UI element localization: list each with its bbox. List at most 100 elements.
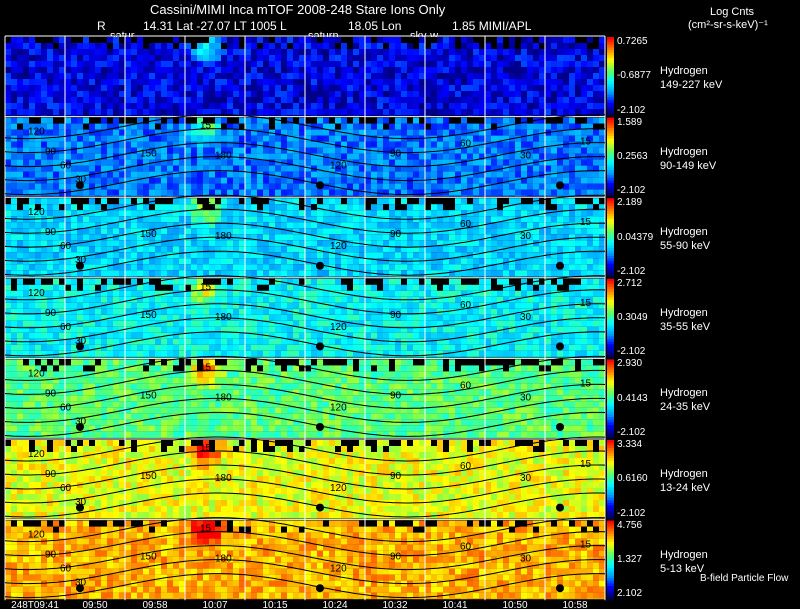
contour-label: 30 bbox=[75, 578, 87, 589]
contour-line bbox=[4, 411, 606, 437]
x-tick-label: 10:15 bbox=[262, 600, 287, 609]
colorbar-min: -2.102 bbox=[617, 346, 646, 358]
colorbar-min: 2.102 bbox=[617, 588, 643, 600]
contour-label: 120 bbox=[330, 241, 347, 252]
contour-label: 120 bbox=[28, 449, 45, 460]
colorbar-mid: 0.2563 bbox=[617, 150, 648, 162]
contour-label: 60 bbox=[60, 564, 72, 575]
planet-marker bbox=[76, 181, 84, 190]
contour-label: 120 bbox=[330, 322, 347, 333]
energy-label: 5-13 keV bbox=[660, 562, 705, 575]
contour-line bbox=[4, 531, 606, 557]
planet-marker bbox=[556, 342, 564, 351]
colorbar-mid: 0.6160 bbox=[617, 473, 648, 485]
contour-label: 15 bbox=[580, 378, 592, 389]
colorbar-max: 2.712 bbox=[617, 277, 643, 289]
energy-label: 13-24 keV bbox=[660, 482, 711, 494]
contour-label: 90 bbox=[45, 227, 57, 238]
colorbar-max: 4.756 bbox=[617, 519, 643, 531]
contour-line bbox=[4, 170, 606, 196]
contour-label: 150 bbox=[140, 229, 157, 240]
contour-label: 90 bbox=[45, 147, 57, 158]
contour-label: 180 bbox=[215, 312, 232, 323]
contour-label: 120 bbox=[28, 127, 45, 138]
contour-label: 180 bbox=[215, 392, 232, 403]
species-label: Hydrogen bbox=[660, 65, 708, 77]
contour-label: 120 bbox=[28, 288, 45, 299]
plot-title: Cassini/MIMI Inca mTOF 2008-248 Stare Io… bbox=[150, 2, 446, 17]
contour-line bbox=[4, 275, 606, 301]
contour-label: 15 bbox=[200, 282, 212, 293]
colorbar-max: 0.7265 bbox=[617, 36, 648, 47]
species-label: Hydrogen bbox=[660, 226, 708, 239]
contour-label: 120 bbox=[28, 207, 45, 218]
colorbar-mid: 1.327 bbox=[617, 553, 643, 565]
colorbar-3 bbox=[607, 198, 614, 278]
x-tick-label: 10:50 bbox=[502, 600, 527, 609]
colorbar-max: 2.189 bbox=[617, 197, 643, 209]
x-tick-label: 10:07 bbox=[202, 600, 227, 609]
contour-label: 15 bbox=[200, 362, 212, 373]
contour-label: 180 bbox=[215, 231, 232, 242]
contour-label: 15 bbox=[580, 217, 592, 228]
energy-label: 24-35 keV bbox=[660, 401, 711, 414]
species-label: Hydrogen bbox=[660, 387, 708, 400]
contour-label: 120 bbox=[330, 483, 347, 494]
colorbar-1 bbox=[607, 37, 614, 117]
contour-label: 60 bbox=[60, 402, 72, 413]
contour-line bbox=[4, 222, 606, 248]
contour-label: 90 bbox=[390, 229, 402, 240]
contour-line bbox=[4, 355, 606, 381]
contour-line bbox=[4, 331, 606, 357]
planet-marker bbox=[556, 181, 564, 190]
units-title: Log Cnts bbox=[710, 6, 755, 18]
x-tick-label: 248T09:41 bbox=[11, 600, 59, 609]
contour-label: 90 bbox=[390, 552, 402, 563]
contour-label: 30 bbox=[75, 497, 87, 508]
apl-label: 1.85 MIMI/APL bbox=[452, 19, 532, 33]
contour-line bbox=[4, 128, 606, 154]
contour-label: 180 bbox=[215, 554, 232, 565]
contour-label: 180 bbox=[215, 151, 232, 162]
colorbar-5 bbox=[607, 359, 614, 439]
contour-label: 30 bbox=[520, 473, 532, 484]
planet-marker bbox=[556, 503, 564, 512]
x-tick-label: 09:50 bbox=[82, 600, 107, 609]
contour-label: 15 bbox=[580, 298, 592, 309]
contour-line bbox=[4, 194, 606, 220]
contour-line bbox=[4, 156, 606, 182]
planet-marker bbox=[316, 261, 324, 270]
x-tick-label: 09:58 bbox=[142, 600, 167, 609]
contour-line bbox=[4, 383, 606, 409]
colorbar-min: -2.102 bbox=[617, 507, 646, 519]
planet-marker bbox=[76, 423, 84, 431]
colorbar-7 bbox=[607, 520, 614, 600]
contour-label: 120 bbox=[330, 402, 347, 413]
contour-label: 90 bbox=[390, 471, 402, 482]
colorbar-mid: -0.6877 bbox=[617, 70, 651, 82]
contour-label: 60 bbox=[60, 241, 72, 252]
contour-label: 30 bbox=[75, 416, 87, 427]
contour-label: 180 bbox=[215, 473, 232, 484]
contour-label: 60 bbox=[460, 219, 472, 230]
contour-line bbox=[4, 114, 606, 140]
energy-label: 55-90 keV bbox=[660, 240, 711, 253]
contour-label: 90 bbox=[45, 469, 57, 480]
contour-line bbox=[4, 317, 606, 343]
energy-label: 35-55 keV bbox=[660, 320, 711, 333]
overlay-label-saturn: saturn bbox=[308, 30, 339, 42]
contour-line bbox=[4, 478, 606, 504]
species-label: Hydrogen bbox=[660, 306, 708, 319]
contour-line bbox=[4, 464, 606, 490]
planet-marker bbox=[316, 584, 324, 593]
contour-label: 120 bbox=[330, 161, 347, 172]
contour-label: 15 bbox=[200, 524, 212, 535]
units-sub: (cm²-sr-s-keV)⁻¹ bbox=[688, 19, 768, 31]
contour-label: 150 bbox=[140, 552, 157, 563]
colorbar-mid: 0.04379 bbox=[617, 231, 654, 243]
